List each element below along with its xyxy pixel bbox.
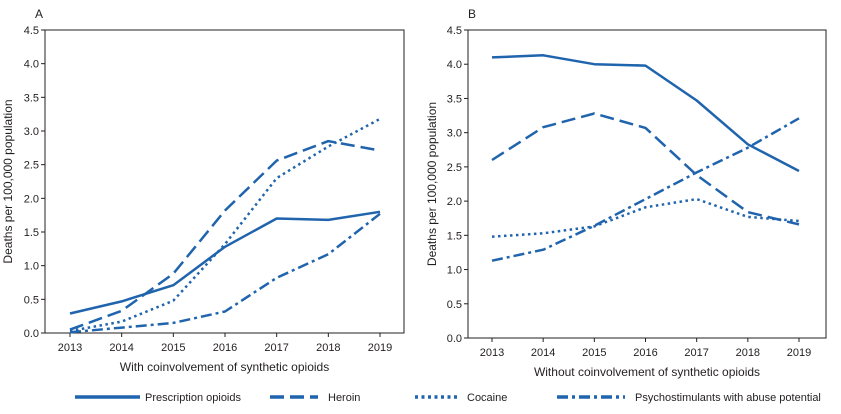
y-tick-label: 3.5 [447, 93, 462, 105]
y-tick-label: 0.5 [24, 294, 39, 306]
y-tick-label: 4.0 [24, 59, 39, 71]
panel-b: B 0.0 0.5 1.0 1.5 2.0 2.5 3.0 3.5 4.0 4.5 2013 2014 2… [425, 7, 827, 379]
x-tick-label: 2013 [58, 342, 82, 354]
series-line-prescription-opioids [491, 54, 800, 173]
x-tick-label: 2016 [633, 347, 657, 359]
x-tick-label: 2015 [161, 342, 185, 354]
series-line-cocaine [491, 197, 800, 238]
plot-frame [44, 29, 405, 334]
x-tick-label: 2017 [684, 347, 708, 359]
x-tick-label: 2014 [109, 342, 133, 354]
panel-a: A 0.0 0.5 1.0 1.5 2.0 2.5 3.0 3.5 4.0 4.5 2013 2014 2… [1, 7, 405, 374]
y-tick-label: 1.0 [447, 265, 462, 277]
x-tick-label: 2019 [787, 347, 811, 359]
y-tick-label: 0.0 [24, 328, 39, 340]
y-tick-label: 4.0 [447, 59, 462, 71]
y-tick-label: 2.0 [447, 196, 462, 208]
y-tick-label: 3.0 [447, 128, 462, 140]
series-line-heroin [491, 112, 800, 226]
x-axis-title: Without coinvolvement of synthetic opioi… [534, 365, 760, 379]
legend-label: Prescription opioids [145, 392, 241, 404]
x-tick-label: 2013 [480, 347, 504, 359]
x-tick-label: 2015 [582, 347, 606, 359]
y-tick-label: 1.5 [24, 227, 39, 239]
legend-label: Heroin [328, 392, 360, 404]
legend-label: Psychostimulants with abuse potential [635, 392, 821, 404]
y-axis-title: Deaths per 100,000 population [1, 99, 15, 263]
legend-label: Cocaine [467, 392, 507, 404]
y-tick-label: 4.5 [447, 25, 462, 37]
y-tick-label: 1.5 [447, 230, 462, 242]
y-tick-label: 2.5 [447, 162, 462, 174]
plot-frame [467, 29, 827, 339]
y-tick-label: 0.5 [447, 299, 462, 311]
y-tick-label: 2.0 [24, 193, 39, 205]
x-tick-label: 2018 [736, 347, 760, 359]
x-tick-label: 2017 [264, 342, 288, 354]
legend: Prescription opioids Heroin Cocaine Psychos… [75, 392, 821, 404]
x-tick-label: 2016 [213, 342, 237, 354]
y-tick-label: 2.5 [24, 160, 39, 172]
series-line-prescription-opioids [69, 210, 381, 315]
x-tick-label: 2019 [368, 342, 392, 354]
series-line-heroin [69, 139, 381, 331]
panel-letter: B [468, 7, 476, 21]
y-tick-label: 1.0 [24, 261, 39, 273]
y-tick-label: 0.0 [447, 333, 462, 345]
series-line-psychostimulants-with-abuse-potential [491, 117, 800, 262]
panel-letter: A [35, 7, 43, 21]
series-line-psychostimulants-with-abuse-potential [69, 212, 381, 334]
x-axis-title: With coinvolvement of synthetic opioids [120, 360, 329, 374]
y-tick-label: 4.5 [24, 25, 39, 37]
y-tick-label: 3.0 [24, 126, 39, 138]
x-tick-label: 2014 [531, 347, 555, 359]
y-axis-title: Deaths per 100,000 population [425, 102, 439, 266]
y-tick-label: 3.5 [24, 92, 39, 104]
series-line-cocaine [69, 117, 381, 333]
x-tick-label: 2018 [316, 342, 340, 354]
